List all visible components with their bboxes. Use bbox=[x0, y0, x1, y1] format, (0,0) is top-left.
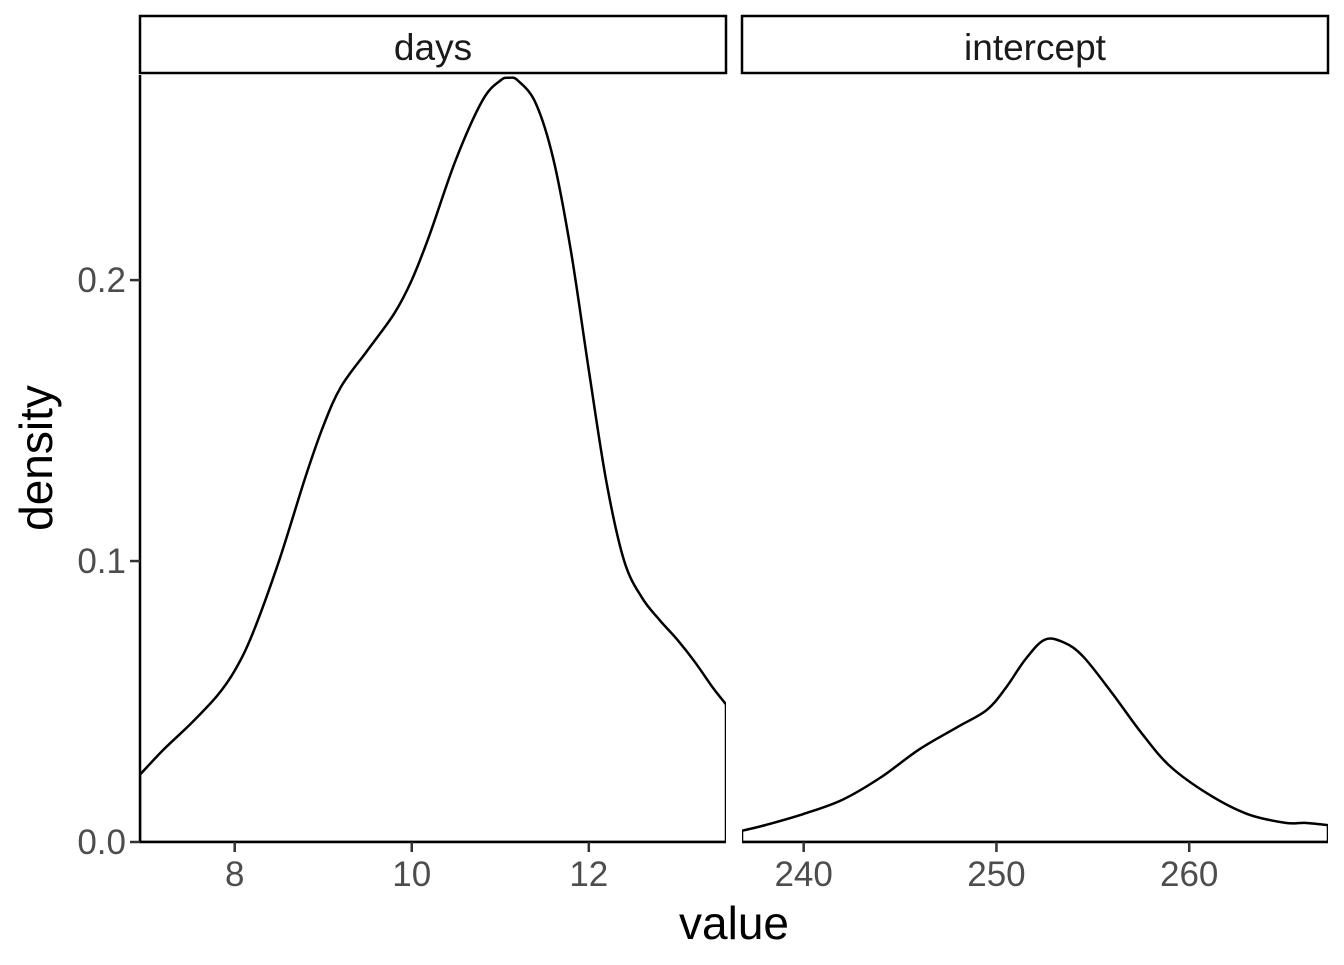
x-tick-label: 260 bbox=[1160, 855, 1218, 894]
facet-strip-box bbox=[740, 14, 1330, 75]
density-curve-intercept bbox=[742, 637, 1328, 842]
facet-strip-label: days bbox=[394, 27, 472, 68]
y-tick-label: 0.1 bbox=[77, 542, 126, 581]
facet-strip-label: intercept bbox=[964, 27, 1107, 68]
panels-layer: days 8 10 12 intercept 240 250 260 bbox=[138, 14, 1330, 894]
x-tick-label: 8 bbox=[225, 855, 244, 894]
x-tick-label: 250 bbox=[967, 855, 1025, 894]
facet-panel-days: days 8 10 12 bbox=[138, 14, 728, 894]
x-tick-label: 10 bbox=[392, 855, 431, 894]
facet-panel-intercept: intercept 240 250 260 bbox=[740, 14, 1330, 894]
x-axis-title: value bbox=[679, 897, 789, 949]
y-axis: 0.0 0.1 0.2 bbox=[77, 75, 142, 862]
x-tick-label: 12 bbox=[569, 855, 608, 894]
x-tick-label: 240 bbox=[774, 855, 832, 894]
facet-strip-box bbox=[138, 14, 728, 75]
y-axis-title: density bbox=[10, 385, 62, 531]
y-tick-label: 0.2 bbox=[77, 261, 126, 300]
y-tick-label: 0.0 bbox=[77, 823, 126, 862]
density-curve-days bbox=[140, 76, 726, 842]
